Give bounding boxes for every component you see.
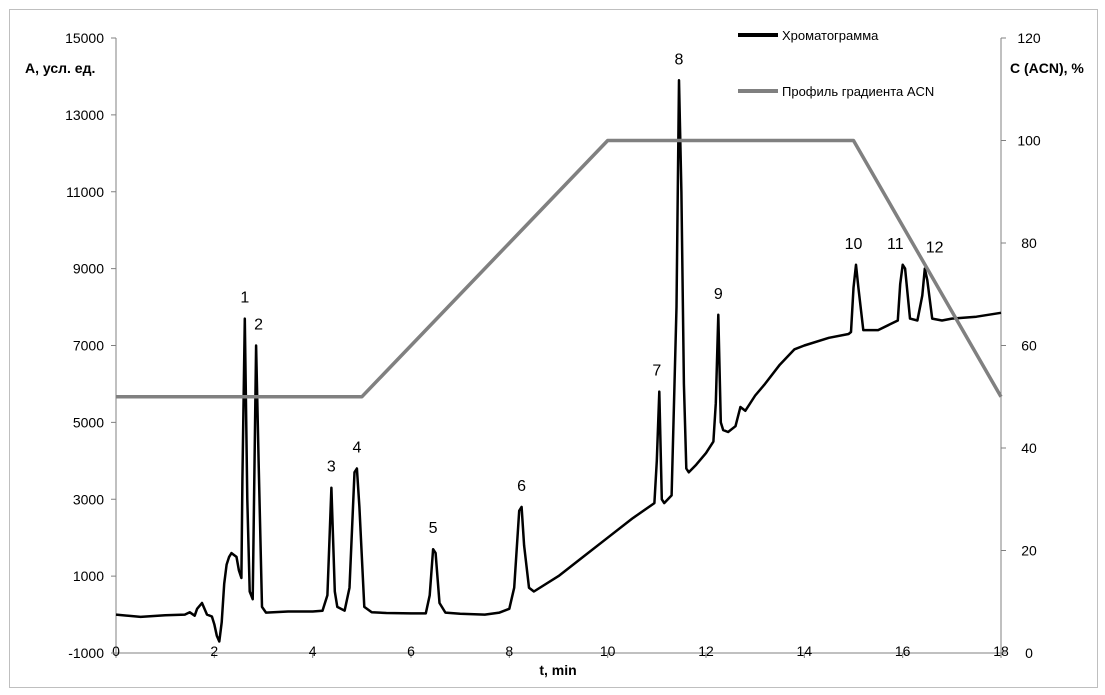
peak-label: 8 [675, 51, 684, 68]
peak-label: 4 [352, 440, 361, 457]
peak-label: 2 [254, 317, 263, 334]
y2-tick-label: 60 [1021, 338, 1037, 354]
peak-label: 9 [714, 286, 723, 303]
y-tick-label: 15000 [65, 30, 104, 46]
series-layer [115, 79, 1003, 643]
peak-label: 11 [887, 236, 904, 253]
chromatogram-chart: 0 2 4 6 8 10 12 14 16 18 -10001000300050007000900… [25, 28, 1084, 678]
peak-label: 3 [327, 459, 336, 476]
legend-label-gradient: Профиль градиента ACN [782, 84, 934, 99]
peak-label: 12 [926, 240, 944, 257]
x-ticks: 0 2 4 6 8 10 12 14 16 18 [112, 643, 1009, 659]
y2-tick-label: 80 [1021, 235, 1037, 251]
y2-tick-label: 120 [1017, 30, 1041, 46]
y-tick-label: 1000 [73, 568, 104, 584]
x-axis-title: t, min [539, 662, 576, 678]
x-tick-label: 10 [600, 643, 616, 659]
x-tick-label: 2 [210, 643, 218, 659]
peak-label: 1 [240, 290, 249, 307]
x-tick-label: 4 [309, 643, 317, 659]
legend: Хроматограмма Профиль градиента ACN [738, 28, 934, 99]
x-tick-label: 14 [797, 643, 813, 659]
peak-label: 6 [517, 478, 526, 495]
y-tick-label: 3000 [73, 491, 104, 507]
x-tick-label: 12 [698, 643, 714, 659]
peak-label: 7 [652, 363, 661, 380]
y2-tick-label: 0 [1025, 645, 1033, 661]
y-tick-label: 9000 [73, 261, 104, 277]
legend-label-chromatogram: Хроматограмма [782, 28, 879, 43]
peak-label: 10 [845, 236, 863, 253]
series-line-chromatogram [115, 79, 1002, 643]
y-tick-label: 13000 [65, 107, 104, 123]
x-tick-label: 8 [505, 643, 513, 659]
y2-tick-label: 100 [1017, 133, 1041, 149]
y-tick-label: 11000 [66, 184, 104, 200]
x-tick-label: 18 [993, 643, 1009, 659]
y-ticks: -1000 1000 3000 5000 7000 9000 11000 13000 15000 [65, 30, 116, 661]
x-tick-label: 6 [407, 643, 415, 659]
x-tick-label: 16 [895, 643, 911, 659]
y2-tick-label: 40 [1021, 440, 1037, 456]
y2-axis-title: C (ACN), % [1010, 60, 1084, 76]
series-line-gradient [116, 138, 1003, 399]
y2-ticks: 0 20 40 60 80 100 120 [1001, 30, 1041, 661]
y2-tick-label: 20 [1021, 543, 1037, 559]
x-tick-label: 0 [112, 643, 120, 659]
y-axis-title: A, усл. ед. [25, 60, 95, 76]
peak-label: 5 [429, 520, 438, 537]
y-tick-label: 7000 [73, 338, 104, 354]
y-tick-label: 5000 [73, 414, 104, 430]
y-tick-label: -1000 [68, 645, 104, 661]
chart-frame: 0 2 4 6 8 10 12 14 16 18 -1000 1000 3000 5000 7000 900… [9, 9, 1098, 688]
